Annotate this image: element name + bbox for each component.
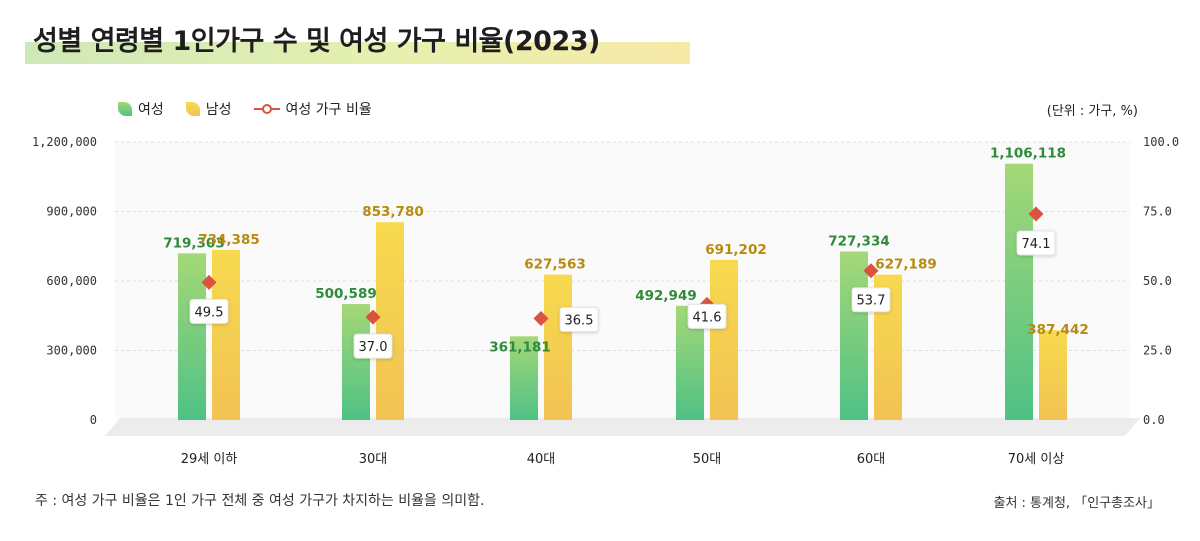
footnote: 주 : 여성 가구 비율은 1인 가구 전체 중 여성 가구가 차지하는 비율을… [35,493,485,509]
bar-female [342,304,370,420]
legend-ratio: 여성 가구 비율 [253,99,372,119]
bar-chart: 0 300,000 600,000 900,000 1,200,000 0.0 25.0 50… [32,135,1179,467]
line-marker-icon [253,104,280,114]
ratio-marker [365,309,381,325]
legend-male: 남성 [185,99,232,119]
page-title: 성별 연령별 1인가구 수 및 여성 가구 비율(2023) [33,26,600,57]
bar-female [178,253,206,420]
legend-ratio-label: 여성 가구 비율 [285,102,372,118]
y-tick-label: 600,000 [46,274,97,288]
x-tick-label: 40대 [527,452,556,467]
ratio-marker [533,311,549,327]
ratio-label-box [559,307,599,333]
y2-tick-label: 75.0 [1143,205,1172,219]
bar-male [1039,330,1067,420]
legend-female: 여성 [118,99,164,119]
x-tick-label: 70세 이상 [1008,452,1065,467]
ratio-label-box [353,333,393,359]
ratio-label: 37.0 [359,340,388,355]
data-label-male: 691,202 [705,242,767,258]
ratio-label-box [1016,230,1056,256]
data-label-male: 627,563 [524,257,586,273]
chart-floor [105,418,1140,436]
ratio-label: 41.6 [693,310,722,325]
source-text: 출처 : 통계청, 「인구총조사」 [993,496,1160,511]
ratio-label: 53.7 [857,294,886,309]
bar-male [544,274,572,420]
data-label-female: 727,334 [828,234,890,250]
ratio-label: 74.1 [1022,237,1051,252]
ratio-marker [1028,206,1044,222]
legend-female-label: 여성 [138,102,164,118]
ratio-label-box [189,298,229,324]
ratio-marker [201,274,217,290]
y-tick-label: 900,000 [46,205,97,219]
bar-female [510,336,538,420]
data-label-male: 627,189 [875,257,937,273]
y2-tick-label: 100.0 [1143,135,1179,149]
y2-tick-label: 0.0 [1143,413,1165,427]
data-label-female: 500,589 [315,286,377,302]
ratio-marker [863,263,879,279]
legend: 여성 남성 여성 가구 비율 [118,99,394,119]
y-tick-label: 1,200,000 [32,135,97,149]
bar-male [710,259,738,420]
data-label-male: 734,385 [198,232,260,248]
y-tick-label: 300,000 [46,344,97,358]
data-label-female: 719,303 [163,235,225,251]
bar-female [1005,163,1033,420]
data-label-male: 387,442 [1027,322,1089,338]
title-highlight [25,42,690,64]
leaf-icon-male [185,102,200,116]
legend-male-label: 남성 [205,102,232,118]
ratio-label: 49.5 [195,305,224,320]
y2-tick-label: 25.0 [1143,344,1172,358]
ratio-label: 36.5 [565,314,594,329]
ratio-label-box [851,287,891,313]
title-area: 성별 연령별 1인가구 수 및 여성 가구 비율(2023) [25,22,690,64]
data-label-female: 492,949 [635,288,697,304]
bar-male [212,249,240,420]
bar-female [840,251,868,420]
leaf-icon-female [118,102,132,116]
ratio-label-box [687,303,727,329]
unit-label: (단위 : 가구, %) [1046,104,1138,119]
data-label-female: 361,181 [489,339,551,355]
x-tick-label: 60대 [857,452,886,467]
data-label-male: 853,780 [362,204,424,220]
x-tick-label: 30대 [359,452,388,467]
y2-tick-label: 50.0 [1143,274,1172,288]
x-tick-label: 50대 [693,452,722,467]
y-tick-label: 0 [90,413,97,427]
x-tick-label: 29세 이하 [181,452,238,467]
bar-male [376,222,404,420]
data-label-female: 1,106,118 [990,146,1066,162]
